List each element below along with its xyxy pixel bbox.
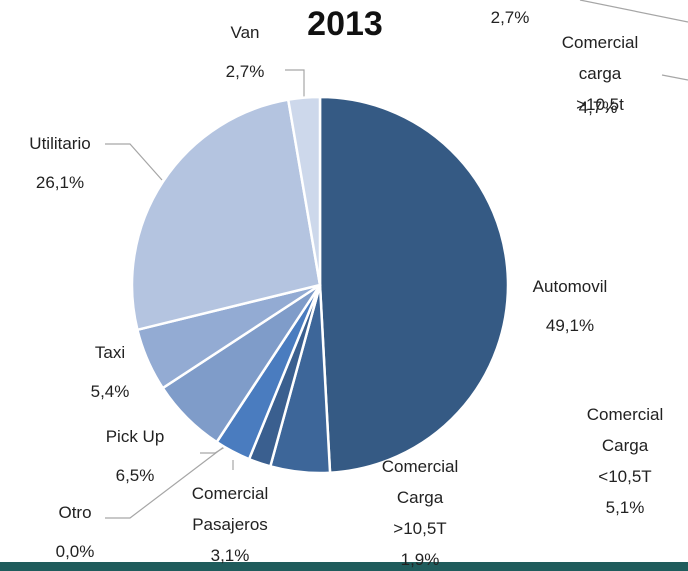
pie-slice [318, 95, 510, 475]
slice-value: 3,1% [210, 546, 250, 565]
leader-line [579, 0, 688, 23]
slice-value: 49,1% [545, 316, 595, 335]
pie-slice [286, 95, 322, 286]
slice-value: 6,5% [115, 466, 155, 485]
pie-slice [130, 98, 322, 332]
slice-label: Otro [58, 503, 92, 522]
footer-bar [0, 562, 688, 571]
leader-line [105, 143, 163, 181]
slice-label: Utilitario [29, 134, 91, 153]
slice-value: 5,1% [605, 498, 645, 517]
chart-title: 2013 [307, 5, 383, 43]
annotation: Comercial carga >10,5t [561, 33, 639, 114]
slice-value: 2,7% [225, 62, 265, 81]
annotation: 2,7% [490, 8, 530, 27]
slice-label: Pick Up [105, 427, 165, 446]
slice-label: Automovil [532, 277, 608, 296]
slice-value: 5,4% [90, 382, 130, 401]
slice-value: 26,1% [35, 173, 85, 192]
slice-label: Van [230, 23, 260, 42]
annotation: 4,7% [578, 98, 618, 117]
leader-line [105, 445, 226, 519]
slice-label: Taxi [94, 343, 126, 362]
slice-value: 1,9% [400, 550, 440, 569]
slice-label: Comercial Carga >10,5T [381, 457, 459, 538]
leader-line [661, 74, 688, 81]
slice-value: 0,0% [55, 542, 95, 561]
leader-line [285, 69, 305, 98]
slice-label: Comercial Carga <10,5T [586, 405, 664, 486]
slice-label: Comercial Pasajeros [191, 484, 269, 534]
